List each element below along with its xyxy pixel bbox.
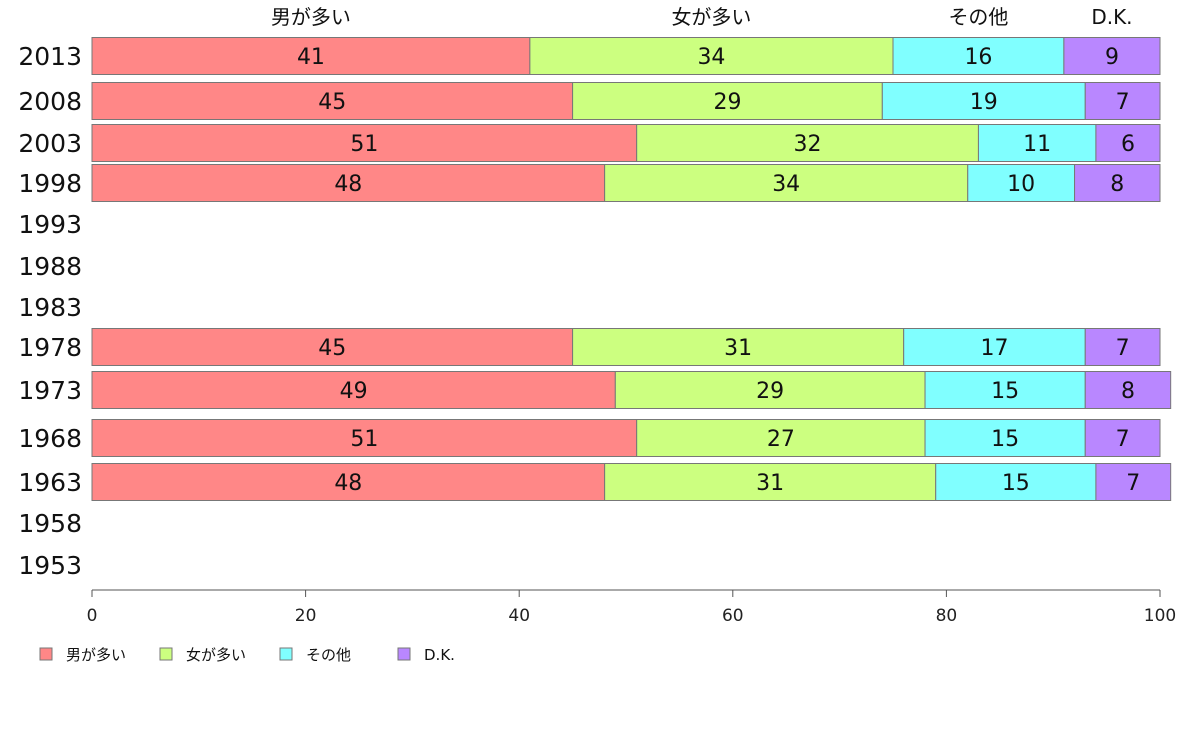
year-label-1993: 1993	[18, 210, 82, 239]
bar-label-1973-series-1: 29	[756, 379, 784, 404]
bar-label-1968-series-2: 15	[991, 427, 1019, 452]
bar-1963-series-2	[935, 463, 1097, 501]
bar-label-1963-series-3: 7	[1126, 471, 1140, 496]
bar-label-1973-series-2: 15	[991, 379, 1019, 404]
bar-label-2003-series-0: 51	[350, 132, 378, 157]
year-label-1963: 1963	[18, 468, 82, 497]
year-label-1998: 1998	[18, 169, 82, 198]
bar-label-1963-series-2: 15	[1002, 471, 1030, 496]
x-tick-label-100: 100	[1144, 606, 1176, 626]
x-tick-label-40: 40	[508, 606, 530, 626]
bar-label-1998-series-0: 48	[334, 172, 362, 197]
year-label-2003: 2003	[18, 129, 82, 158]
bar-1978-series-2	[903, 328, 1086, 366]
bar-label-2013-series-0: 41	[297, 45, 325, 70]
series-top-label-1: 女が多い	[671, 5, 751, 29]
year-label-1978: 1978	[18, 333, 82, 362]
bar-1963-series-3	[1095, 463, 1172, 501]
bar-1968-series-3	[1084, 419, 1161, 457]
bar-label-2013-series-1: 34	[697, 45, 725, 70]
year-label-1968: 1968	[18, 424, 82, 453]
bar-label-2013-series-3: 9	[1105, 45, 1119, 70]
bar-2003-series-3	[1095, 124, 1161, 162]
bar-2003-series-1	[636, 124, 979, 162]
series-top-label-0: 男が多い	[271, 5, 351, 29]
legend-label-1: 女が多い	[186, 646, 246, 664]
year-label-2008: 2008	[18, 87, 82, 116]
bar-1978-series-1	[572, 328, 905, 366]
x-tick-label-80: 80	[936, 606, 958, 626]
bar-label-2003-series-1: 32	[794, 132, 822, 157]
bar-label-2008-series-1: 29	[713, 90, 741, 115]
bar-2008-series-0	[91, 82, 574, 120]
bar-2008-series-1	[572, 82, 883, 120]
legend-label-3: D.K.	[424, 646, 455, 664]
year-label-1973: 1973	[18, 376, 82, 405]
bar-label-1963-series-1: 31	[756, 471, 784, 496]
bar-label-1968-series-0: 51	[350, 427, 378, 452]
year-label-1958: 1958	[18, 509, 82, 538]
bar-label-1978-series-3: 7	[1116, 336, 1130, 361]
series-top-label-2: その他	[948, 5, 1008, 29]
bar-label-1978-series-0: 45	[318, 336, 346, 361]
bar-label-1998-series-1: 34	[772, 172, 800, 197]
bar-1998-series-1	[604, 164, 969, 202]
bar-1978-series-0	[91, 328, 574, 366]
bar-2013-series-2	[892, 37, 1065, 75]
bar-1978-series-3	[1084, 328, 1161, 366]
bar-1963-series-0	[91, 463, 606, 501]
legend-swatch-3	[397, 647, 411, 661]
year-label-1988: 1988	[18, 252, 82, 281]
x-tick-label-20: 20	[295, 606, 317, 626]
bar-label-1998-series-2: 10	[1007, 172, 1035, 197]
x-tick-label-0: 0	[87, 606, 98, 626]
bar-1973-series-1	[614, 371, 926, 409]
bar-label-1978-series-1: 31	[724, 336, 752, 361]
bar-1998-series-3	[1074, 164, 1161, 202]
bar-1973-series-0	[91, 371, 616, 409]
bar-label-1973-series-3: 8	[1121, 379, 1135, 404]
legend-label-2: その他	[306, 646, 351, 664]
bar-2013-series-3	[1063, 37, 1161, 75]
bar-1973-series-3	[1084, 371, 1172, 409]
bar-2008-series-3	[1084, 82, 1161, 120]
legend-swatch-2	[279, 647, 293, 661]
bar-2003-series-0	[91, 124, 638, 162]
bar-label-1978-series-2: 17	[980, 336, 1008, 361]
legend-label-0: 男が多い	[66, 646, 126, 664]
legend-swatch-0	[39, 647, 53, 661]
bar-label-2013-series-2: 16	[964, 45, 992, 70]
bar-1998-series-0	[91, 164, 606, 202]
year-label-1983: 1983	[18, 293, 82, 322]
bar-label-2003-series-2: 11	[1023, 132, 1051, 157]
bar-label-1963-series-0: 48	[334, 471, 362, 496]
bar-2013-series-1	[529, 37, 894, 75]
bar-label-2008-series-2: 19	[970, 90, 998, 115]
bar-label-2003-series-3: 6	[1121, 132, 1135, 157]
year-label-2013: 2013	[18, 42, 82, 71]
series-top-label-3: D.K.	[1091, 5, 1132, 29]
bar-1968-series-2	[924, 419, 1086, 457]
bar-1973-series-2	[924, 371, 1086, 409]
bar-label-2008-series-0: 45	[318, 90, 346, 115]
bar-label-1968-series-3: 7	[1116, 427, 1130, 452]
bar-label-1968-series-1: 27	[767, 427, 795, 452]
bar-label-2008-series-3: 7	[1116, 90, 1130, 115]
bar-2008-series-2	[881, 82, 1086, 120]
year-label-1953: 1953	[18, 551, 82, 580]
bar-1968-series-0	[91, 419, 638, 457]
x-tick-label-60: 60	[722, 606, 744, 626]
bar-label-1998-series-3: 8	[1110, 172, 1124, 197]
legend-swatch-1	[159, 647, 173, 661]
bar-label-1973-series-0: 49	[340, 379, 368, 404]
bar-2013-series-0	[91, 37, 531, 75]
